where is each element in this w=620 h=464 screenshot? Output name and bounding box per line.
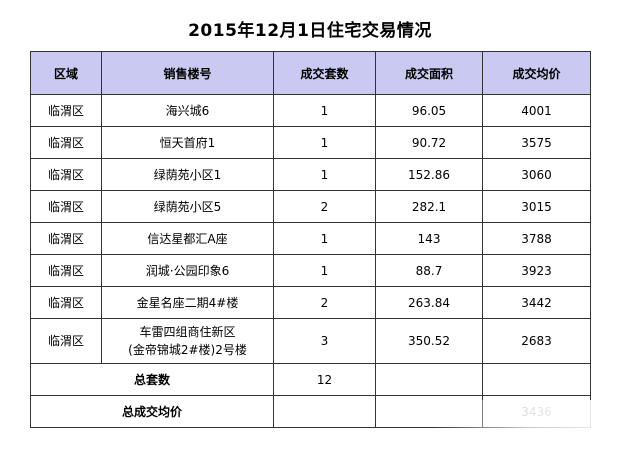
- cell-area: 临渭区: [30, 318, 102, 364]
- cell-size: 96.05: [375, 94, 483, 127]
- cell-area: 临渭区: [30, 126, 102, 159]
- table-row: 临渭区 绿荫苑小区1 1 152.86 3060: [30, 158, 591, 191]
- header-units: 成交套数: [273, 51, 376, 95]
- header-building: 销售楼号: [101, 51, 274, 95]
- cell-price: 3923: [482, 254, 591, 287]
- cell-size: 152.86: [375, 158, 483, 191]
- transaction-table: 区域 销售楼号 成交套数 成交面积 成交均价 临渭区 海兴城6 1 96.05 …: [30, 51, 591, 428]
- cell-building: 绿荫苑小区1: [101, 158, 274, 191]
- cell-area: 临渭区: [30, 190, 102, 223]
- table-row: 临渭区 信达星都汇A座 1 143 3788: [30, 222, 591, 255]
- cell-size: 143: [375, 222, 483, 255]
- header-area: 区域: [30, 51, 102, 95]
- empty-cell: [273, 395, 376, 428]
- summary-row-avg-price: 总成交均价 3436: [30, 395, 591, 428]
- empty-cell: [375, 363, 483, 396]
- cell-units: 1: [273, 222, 376, 255]
- cell-price: 3788: [482, 222, 591, 255]
- cell-building-line2: (金帝锦城2#楼)2号楼: [128, 343, 247, 357]
- cell-size: 90.72: [375, 126, 483, 159]
- cell-size: 263.84: [375, 286, 483, 319]
- cell-price: 2683: [482, 318, 591, 364]
- cell-size: 88.7: [375, 254, 483, 287]
- avg-price-label: 总成交均价: [30, 395, 274, 428]
- empty-cell: [482, 363, 591, 396]
- empty-cell: [375, 395, 483, 428]
- cell-building: 海兴城6: [101, 94, 274, 127]
- cell-price: 3060: [482, 158, 591, 191]
- cell-units: 2: [273, 190, 376, 223]
- page-title: 2015年12月1日住宅交易情况: [188, 21, 432, 41]
- cell-units: 2: [273, 286, 376, 319]
- cell-units: 1: [273, 254, 376, 287]
- cell-area: 临渭区: [30, 222, 102, 255]
- summary-row-total-units: 总套数 12: [30, 363, 591, 396]
- cell-units: 1: [273, 126, 376, 159]
- cell-size: 282.1: [375, 190, 483, 223]
- header-size: 成交面积: [375, 51, 483, 95]
- cell-area: 临渭区: [30, 286, 102, 319]
- cell-building: 恒天首府1: [101, 126, 274, 159]
- cell-price: 4001: [482, 94, 591, 127]
- cell-price: 3015: [482, 190, 591, 223]
- table-row: 临渭区 车雷四组商住新区 (金帝锦城2#楼)2号楼 3 350.52 2683: [30, 318, 591, 364]
- table-row: 临渭区 绿荫苑小区5 2 282.1 3015: [30, 190, 591, 223]
- table-row: 临渭区 金星名座二期4#楼 2 263.84 3442: [30, 286, 591, 319]
- cell-units: 1: [273, 94, 376, 127]
- cell-building: 车雷四组商住新区 (金帝锦城2#楼)2号楼: [101, 318, 274, 364]
- cell-building-line1: 车雷四组商住新区: [139, 325, 236, 339]
- cell-price: 3442: [482, 286, 591, 319]
- table-row: 临渭区 恒天首府1 1 90.72 3575: [30, 126, 591, 159]
- header-price: 成交均价: [482, 51, 591, 95]
- table-header-row: 区域 销售楼号 成交套数 成交面积 成交均价: [30, 51, 591, 95]
- total-units-value: 12: [273, 363, 376, 396]
- avg-price-value: 3436: [482, 395, 591, 428]
- cell-building: 绿荫苑小区5: [101, 190, 274, 223]
- table-row: 临渭区 润城·公园印象6 1 88.7 3923: [30, 254, 591, 287]
- table-row: 临渭区 海兴城6 1 96.05 4001: [30, 94, 591, 127]
- cell-area: 临渭区: [30, 158, 102, 191]
- cell-building: 信达星都汇A座: [101, 222, 274, 255]
- total-units-label: 总套数: [30, 363, 274, 396]
- cell-units: 1: [273, 158, 376, 191]
- cell-size: 350.52: [375, 318, 483, 364]
- cell-building: 润城·公园印象6: [101, 254, 274, 287]
- cell-building: 金星名座二期4#楼: [101, 286, 274, 319]
- cell-price: 3575: [482, 126, 591, 159]
- cell-area: 临渭区: [30, 254, 102, 287]
- cell-area: 临渭区: [30, 94, 102, 127]
- cell-units: 3: [273, 318, 376, 364]
